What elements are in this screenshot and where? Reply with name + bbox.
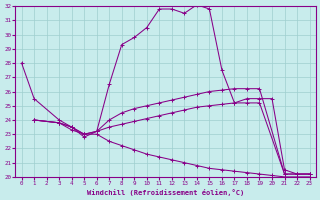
X-axis label: Windchill (Refroidissement éolien,°C): Windchill (Refroidissement éolien,°C) (87, 189, 244, 196)
